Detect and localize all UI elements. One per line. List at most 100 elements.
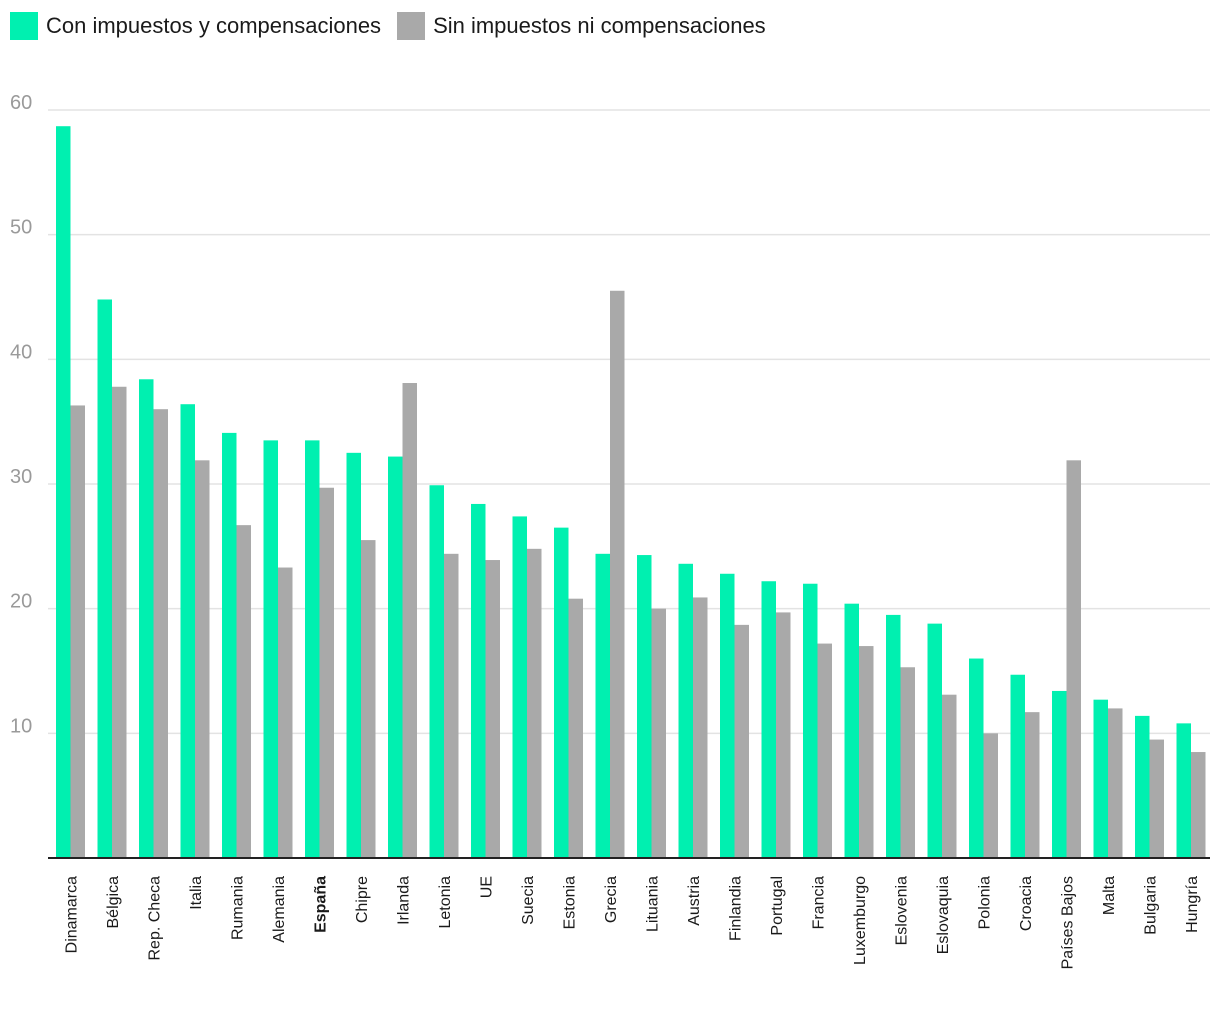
category-label: Eslovenia: [894, 876, 911, 945]
y-tick-label: 20: [10, 591, 32, 613]
bar-sin-impuestos-26[interactable]: [1149, 739, 1165, 858]
bar-con-impuestos-15[interactable]: [678, 563, 694, 858]
legend: Con impuestos y compensaciones Sin impue…: [10, 10, 766, 42]
bar-con-impuestos-1[interactable]: [97, 299, 113, 858]
category-labels: Dinamarca Bélgica Rep. Checa Italia Rumania A…: [64, 876, 1202, 969]
bar-sin-impuestos-27[interactable]: [1191, 752, 1206, 858]
bar-con-impuestos-22[interactable]: [969, 658, 984, 858]
bar-sin-impuestos-18[interactable]: [817, 643, 833, 858]
bar-sin-impuestos-25[interactable]: [1108, 708, 1123, 858]
category-label: Letonia: [437, 876, 454, 929]
bar-sin-impuestos-24[interactable]: [1066, 460, 1082, 858]
category-label: Estonia: [562, 876, 579, 929]
y-tick-label: 50: [10, 217, 32, 239]
category-label: Croacia: [1018, 876, 1035, 931]
bar-sin-impuestos-8[interactable]: [402, 383, 418, 858]
bar-sin-impuestos-14[interactable]: [651, 608, 667, 858]
bar-sin-impuestos-4[interactable]: [236, 525, 252, 858]
bar-sin-impuestos-13[interactable]: [610, 290, 625, 858]
category-label: Polonia: [977, 876, 994, 929]
category-label: Chipre: [354, 876, 371, 923]
y-tick-label: 30: [10, 466, 32, 488]
bar-con-impuestos-11[interactable]: [512, 516, 528, 858]
bar-sin-impuestos-20[interactable]: [900, 667, 916, 858]
bar-con-impuestos-24[interactable]: [1052, 690, 1067, 858]
bar-con-impuestos-19[interactable]: [844, 603, 860, 858]
bar-con-impuestos-27[interactable]: [1176, 723, 1192, 858]
bar-sin-impuestos-23[interactable]: [1025, 712, 1040, 858]
bar-sin-impuestos-22[interactable]: [983, 733, 999, 858]
bar-con-impuestos-3[interactable]: [180, 404, 196, 858]
category-label: Francia: [811, 876, 828, 929]
bar-sin-impuestos-11[interactable]: [527, 548, 542, 858]
category-label: Finlandia: [728, 876, 745, 941]
bar-con-impuestos-2[interactable]: [139, 379, 154, 858]
category-label: Irlanda: [396, 876, 413, 925]
category-label: Grecia: [603, 876, 620, 923]
bar-sin-impuestos-9[interactable]: [444, 553, 459, 858]
bar-con-impuestos-23[interactable]: [1010, 674, 1026, 858]
category-label: Eslovaquia: [935, 876, 952, 954]
legend-item-sin-impuestos[interactable]: Sin impuestos ni compensaciones: [397, 12, 766, 40]
y-axis-ticks: 10 20 30 40 50 60: [10, 92, 32, 737]
bar-con-impuestos-10[interactable]: [471, 503, 486, 858]
y-tick-label: 10: [10, 715, 32, 737]
bar-con-impuestos-5[interactable]: [263, 440, 279, 858]
legend-label-con-impuestos: Con impuestos y compensaciones: [46, 13, 382, 38]
bar-sin-impuestos-16[interactable]: [734, 624, 750, 858]
bar-con-impuestos-8[interactable]: [388, 456, 403, 858]
bar-sin-impuestos-21[interactable]: [942, 694, 957, 858]
bar-con-impuestos-12[interactable]: [554, 527, 569, 858]
bar-con-impuestos-9[interactable]: [429, 485, 445, 858]
category-label: Suecia: [520, 876, 537, 925]
category-label: Bulgaria: [1143, 876, 1160, 935]
category-label: Alemania: [271, 876, 288, 943]
bars: [56, 126, 1206, 858]
category-label: Hungría: [1184, 876, 1201, 933]
bar-con-impuestos-20[interactable]: [886, 614, 901, 858]
legend-item-con-impuestos[interactable]: Con impuestos y compensaciones: [10, 12, 381, 40]
category-label: Austria: [686, 876, 703, 926]
bar-sin-impuestos-12[interactable]: [568, 598, 584, 858]
bar-con-impuestos-16[interactable]: [720, 573, 735, 858]
bar-con-impuestos-26[interactable]: [1135, 715, 1150, 858]
category-label: Dinamarca: [64, 876, 81, 953]
bar-sin-impuestos-3[interactable]: [195, 460, 210, 858]
bar-sin-impuestos-17[interactable]: [776, 612, 791, 858]
bar-sin-impuestos-15[interactable]: [693, 597, 708, 858]
category-label: Rep. Checa: [147, 876, 164, 961]
bar-sin-impuestos-7[interactable]: [361, 540, 376, 858]
bar-con-impuestos-13[interactable]: [595, 553, 611, 858]
category-label: Bélgica: [105, 876, 122, 929]
bar-con-impuestos-6[interactable]: [305, 440, 320, 858]
legend-label-sin-impuestos: Sin impuestos ni compensaciones: [433, 13, 766, 38]
category-label: Malta: [1101, 876, 1118, 915]
category-label: Rumania: [230, 876, 247, 940]
bar-con-impuestos-18[interactable]: [803, 583, 818, 858]
category-label: Portugal: [769, 876, 786, 936]
bar-sin-impuestos-1[interactable]: [112, 386, 127, 858]
y-tick-label: 40: [10, 341, 32, 363]
bar-sin-impuestos-19[interactable]: [859, 646, 874, 858]
bar-sin-impuestos-10[interactable]: [485, 560, 501, 858]
bar-con-impuestos-7[interactable]: [346, 452, 362, 858]
category-label: Países Bajos: [1060, 876, 1077, 969]
bar-con-impuestos-25[interactable]: [1093, 699, 1109, 858]
bar-sin-impuestos-5[interactable]: [278, 567, 293, 858]
legend-swatch-sin-impuestos: [397, 12, 426, 40]
bar-con-impuestos-4[interactable]: [222, 432, 237, 858]
bar-sin-impuestos-0[interactable]: [70, 405, 86, 858]
bar-con-impuestos-14[interactable]: [637, 555, 652, 858]
y-tick-label: 60: [10, 92, 32, 114]
category-label: Italia: [188, 876, 205, 910]
bar-con-impuestos-21[interactable]: [927, 623, 943, 858]
bar-sin-impuestos-2[interactable]: [153, 409, 169, 858]
bar-con-impuestos-0[interactable]: [56, 126, 71, 858]
bar-con-impuestos-17[interactable]: [761, 581, 777, 858]
legend-swatch-con-impuestos: [10, 12, 38, 40]
category-label: Lituania: [645, 876, 662, 932]
category-label: Luxemburgo: [852, 876, 869, 965]
bar-sin-impuestos-6[interactable]: [319, 487, 335, 858]
